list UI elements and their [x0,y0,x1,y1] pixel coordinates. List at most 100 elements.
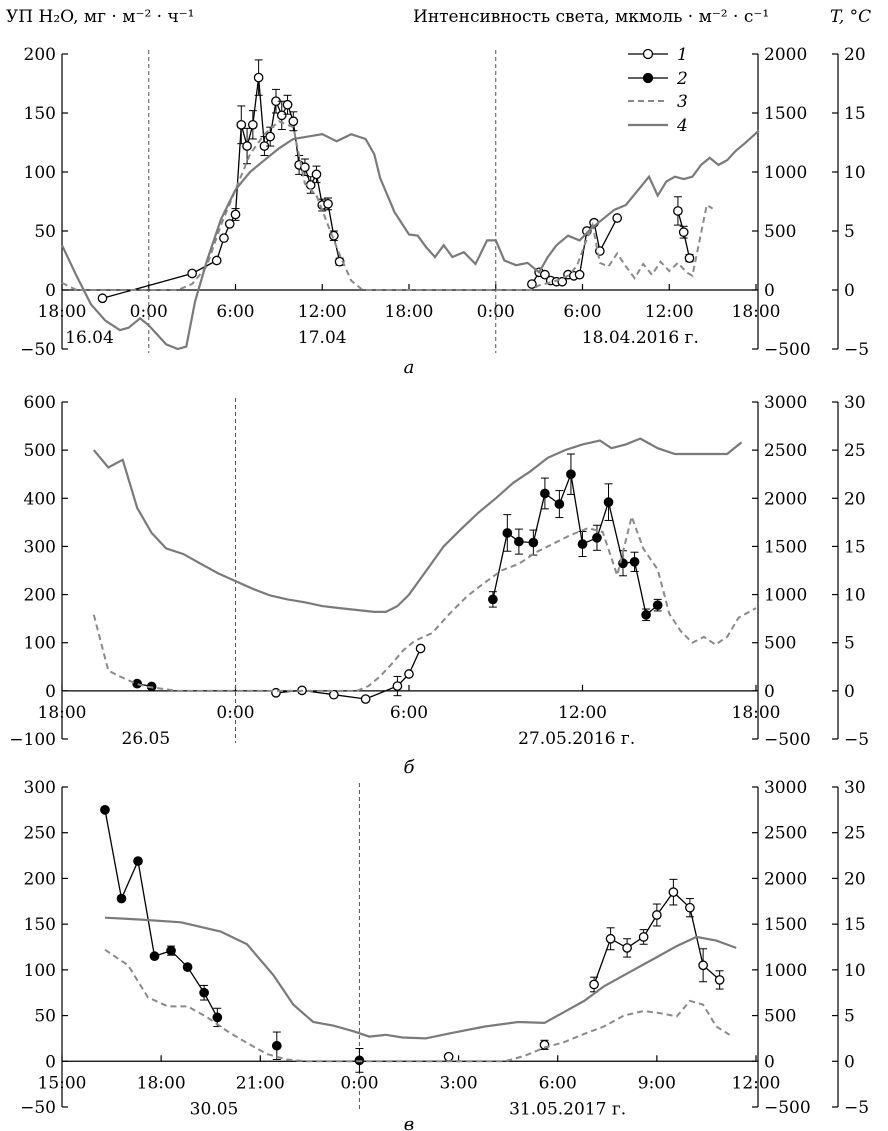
left-tick-label-a: 200 [24,45,56,65]
temperature-tick-label-b: 5 [844,634,855,654]
left-tick-label-a: 50 [34,222,56,242]
open-point-a [97,293,108,304]
legend-label-4: 4 [676,116,688,136]
left-tick-label-b: 300 [24,537,56,557]
light-tick-label-c: −500 [764,1098,811,1118]
open-point-a [300,162,310,173]
open-point-a [224,219,235,229]
open-point-c [638,932,649,942]
filled-point-b [132,678,143,689]
left-tick-label-c: 50 [34,1007,56,1027]
left-tick-label-b: 500 [24,441,56,461]
temperature-tick-label-c: 5 [844,1007,855,1027]
open-point-a [305,180,316,190]
temperature-tick-label-b: 20 [844,489,866,509]
legend-marker-2 [642,72,654,84]
open-point-c [443,1051,454,1062]
date-label-b: 27.05.2016 г. [518,729,635,749]
x-tick-label-c: 0:00 [340,1073,378,1093]
filled-point-b [488,594,498,605]
date-label-a: 18.04.2016 г. [582,328,699,348]
left-tick-label-b: 200 [24,586,56,606]
flux-line-a [102,77,341,299]
light-axis-header: Интенсивность света, мкмоль · м⁻² · с⁻¹ [413,7,769,27]
light-tick-label-b: 500 [764,634,796,654]
filled-point-b [514,536,524,547]
x-tick-label-c: 21:00 [236,1073,285,1093]
open-point-c [698,960,708,971]
panel-label-c: в [404,1114,414,1131]
x-tick-label-c: 3:00 [439,1073,477,1093]
x-tick-label-c: 15:00 [38,1073,87,1093]
light-line-a [61,120,714,291]
x-tick-label-a: 18:00 [38,302,87,322]
legend-label-3: 3 [677,92,688,112]
x-tick-label-c: 12:00 [732,1073,781,1093]
light-tick-label-c: 2000 [764,869,807,889]
light-tick-label-b: −500 [764,730,811,750]
temperature-tick-label-c: 25 [844,824,866,844]
date-label-c: 30.05 [190,1099,239,1119]
x-tick-label-a: 6:00 [216,302,254,322]
temperature-tick-label-a: 10 [844,163,866,183]
left-tick-label-a: 150 [24,104,56,124]
flux-line-c [104,809,218,1018]
panel-b: −1000100200300400500600−5000500100015002… [9,393,869,778]
open-point-b [328,689,339,700]
x-tick-label-b: 18:00 [732,703,781,723]
open-point-a [540,269,550,280]
open-point-a [288,116,299,127]
open-point-a [253,72,264,83]
open-point-a [323,199,333,209]
left-tick-label-c: 150 [24,915,56,935]
left-tick-label-c: 0 [45,1052,56,1072]
open-point-c [589,979,599,990]
open-point-a [678,227,689,238]
open-point-c [622,943,632,953]
light-tick-label-c: 3000 [764,778,807,798]
light-tick-label-c: 500 [764,1007,796,1027]
left-tick-label-a: 0 [45,281,56,301]
light-tick-label-a: 1500 [764,104,807,124]
filled-point-c [212,1012,223,1023]
temperature-tick-label-a: 15 [844,104,866,124]
left-tick-label-a: 100 [24,163,56,183]
left-tick-label-c: 250 [24,824,56,844]
filled-point-c [133,856,143,866]
temperature-tick-label-b: 30 [844,393,866,413]
legend-marker-1 [642,48,654,60]
left-tick-label-c: −50 [20,1098,56,1118]
temperature-tick-label-b: 25 [844,441,866,461]
open-point-a [328,230,339,241]
open-point-a [236,119,247,130]
left-tick-label-b: −100 [9,730,56,750]
x-tick-label-a: 18:00 [385,302,434,322]
filled-point-c [100,805,110,815]
light-tick-label-c: 1500 [764,915,807,935]
x-tick-label-a: 12:00 [298,302,347,322]
open-point-c [685,902,695,913]
light-tick-label-b: 2500 [764,441,807,461]
open-point-a [219,233,229,243]
filled-point-b [566,469,576,480]
open-point-a [187,268,197,279]
x-tick-label-a: 6:00 [563,302,601,322]
filled-point-c [116,893,127,904]
open-point-a [248,119,258,130]
open-point-c [714,975,725,985]
date-label-a: 16.04 [65,328,114,348]
open-point-a [612,213,623,223]
temperature-tick-label-c: 20 [844,869,866,889]
open-point-a [574,269,585,280]
light-tick-label-a: 2000 [764,45,807,65]
x-tick-label-c: 6:00 [539,1073,577,1093]
light-tick-label-a: −500 [764,340,811,360]
date-label-b: 26.05 [122,729,171,749]
temperature-line-b [92,437,743,613]
left-tick-label-b: 0 [45,682,56,702]
date-label-a: 17.04 [298,328,347,348]
legend-label-1: 1 [677,45,688,65]
temperature-line-a [61,129,760,351]
panel-a: −50050100150200−5000500100015002000−5051… [20,45,869,378]
